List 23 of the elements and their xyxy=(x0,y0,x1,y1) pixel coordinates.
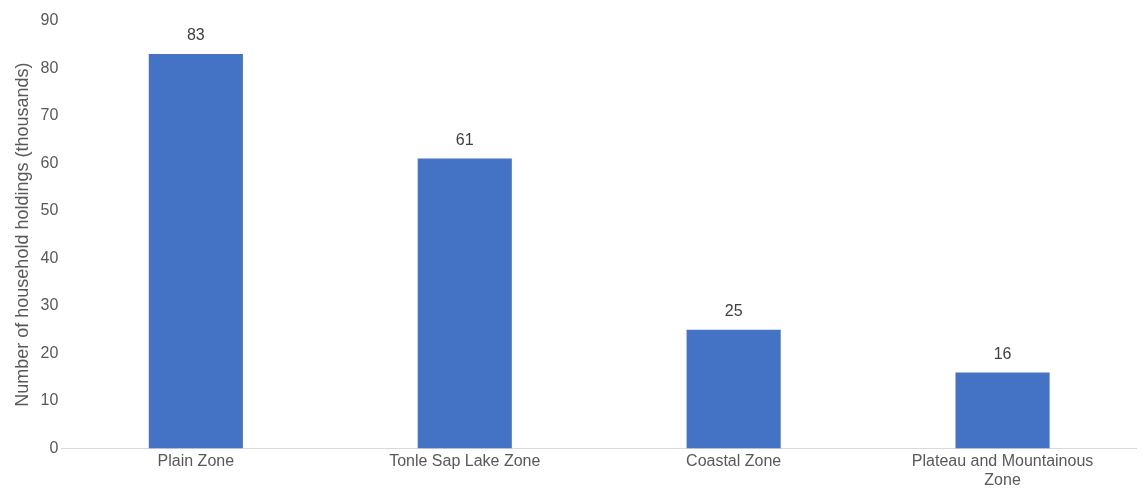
y-tick-label: 70 xyxy=(40,106,59,124)
y-tick-label: 80 xyxy=(40,58,59,76)
x-tick-label: Plateau and Mountainous Zone xyxy=(911,451,1094,488)
y-tick-label: 60 xyxy=(40,153,59,171)
data-label: 16 xyxy=(993,344,1012,362)
x-tick-label: Coastal Zone xyxy=(686,451,782,469)
bar xyxy=(417,158,512,449)
y-axis-title: Number of household holdings (thousands) xyxy=(11,62,32,407)
x-tick-label: Plain Zone xyxy=(157,451,235,469)
y-tick-label: 20 xyxy=(40,343,59,361)
bar xyxy=(148,53,243,449)
y-tick-label: 30 xyxy=(40,296,59,314)
y-tick-label: 40 xyxy=(40,248,59,266)
data-label: 25 xyxy=(724,302,743,320)
y-tick-label: 50 xyxy=(40,201,59,219)
x-tick-label: Tonle Sap Lake Zone xyxy=(389,451,541,469)
y-tick-label: 0 xyxy=(49,439,59,457)
data-label: 61 xyxy=(455,130,474,148)
bar xyxy=(686,329,781,449)
data-label: 83 xyxy=(186,26,205,44)
bar xyxy=(955,372,1050,449)
y-tick-label: 90 xyxy=(40,11,59,29)
y-tick-label: 10 xyxy=(40,391,59,409)
